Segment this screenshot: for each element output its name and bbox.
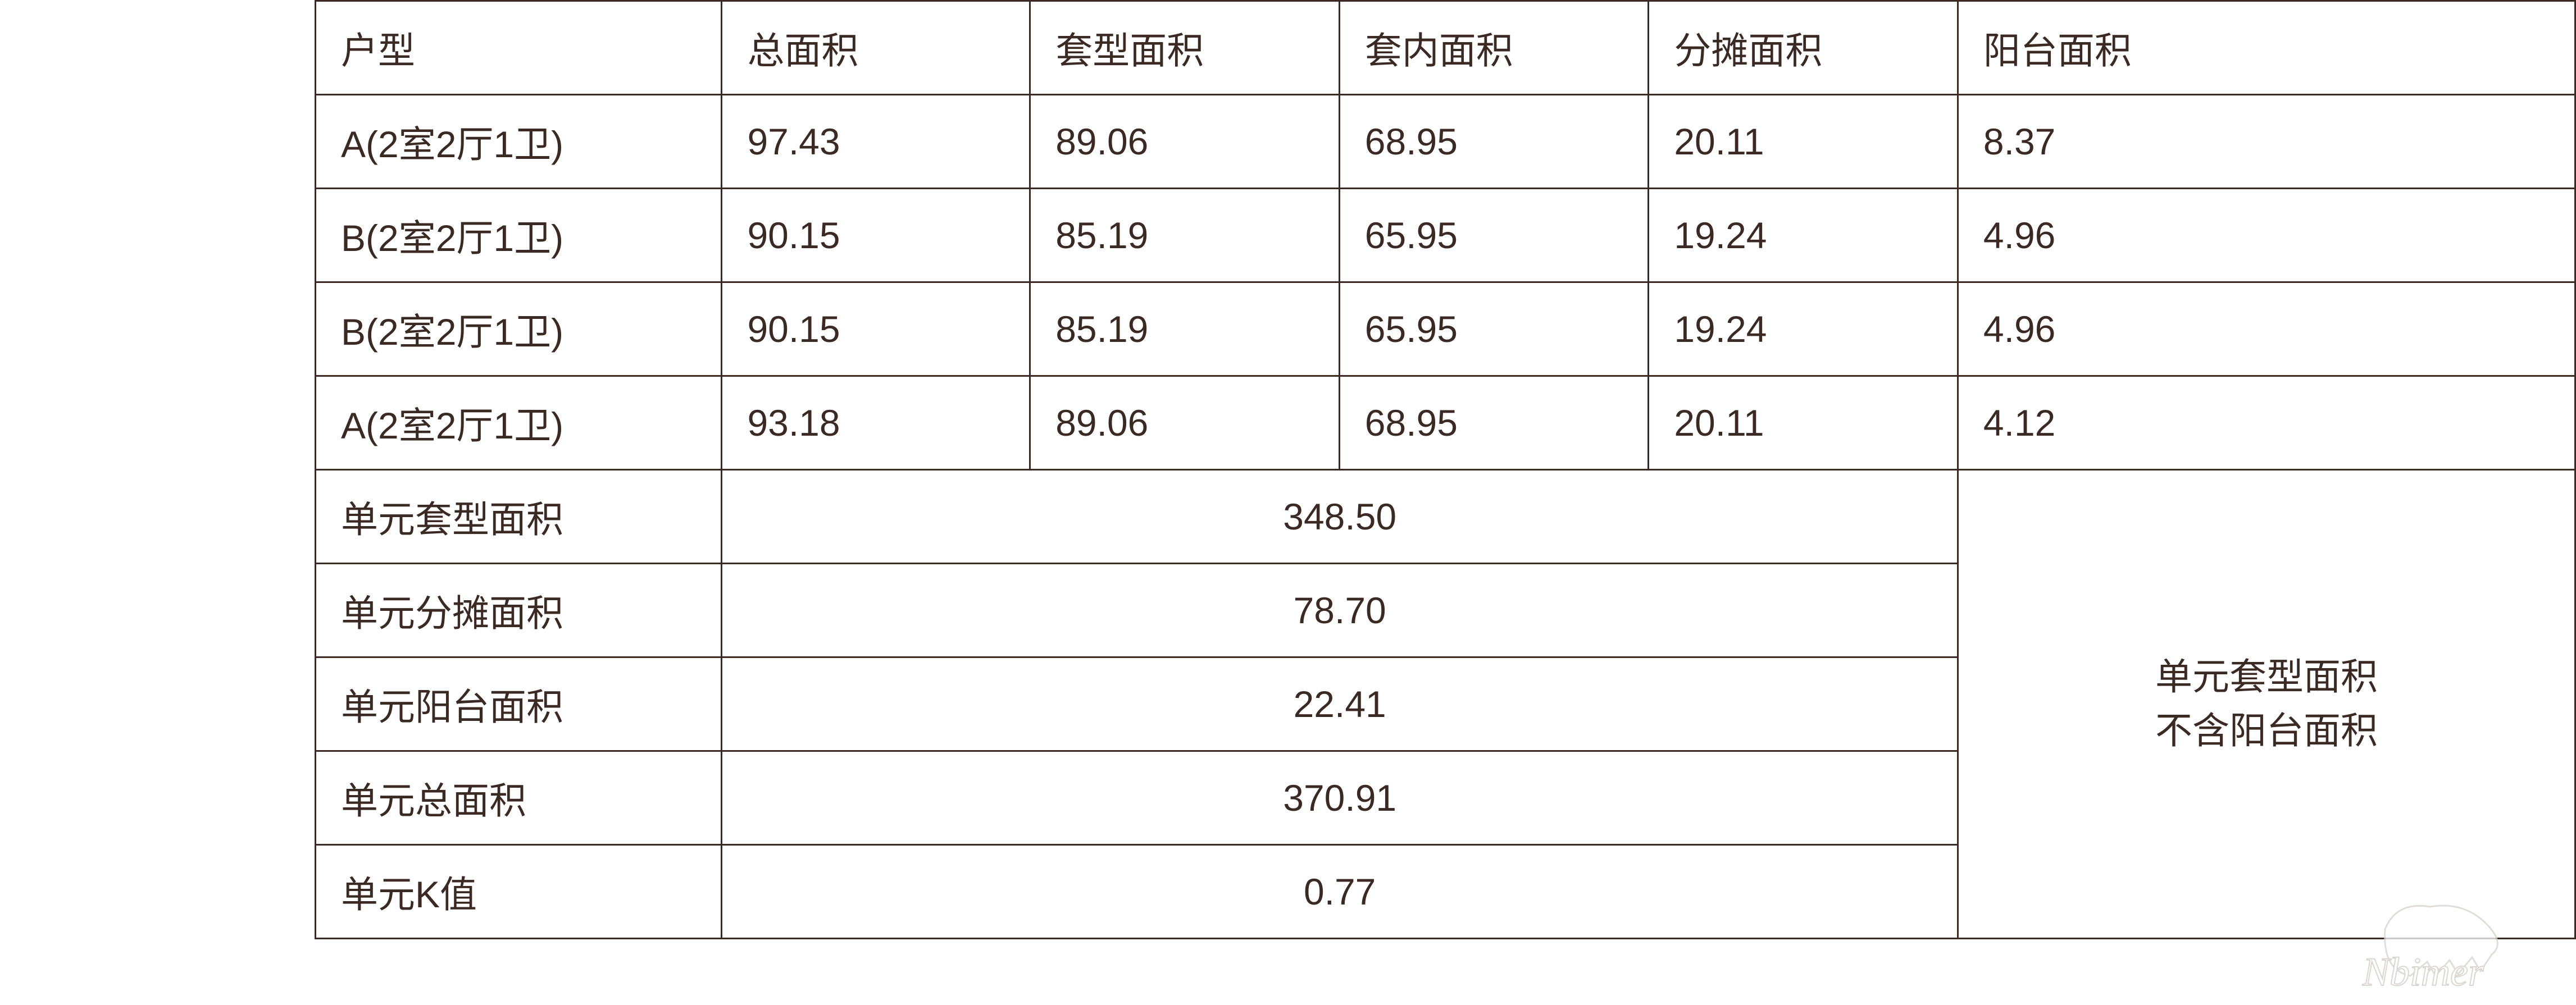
col-header-unit-type: 户型	[316, 1, 722, 95]
summary-label: 单元K值	[316, 845, 722, 939]
summary-value: 370.91	[722, 751, 1958, 845]
watermark-text: Nbimer	[2362, 949, 2484, 991]
col-header-suite-area: 套型面积	[1030, 1, 1340, 95]
cell-value: 65.95	[1339, 189, 1649, 282]
cell-value: 4.96	[1958, 282, 2575, 376]
cell-value: 90.15	[722, 189, 1030, 282]
cell-value: 19.24	[1649, 189, 1958, 282]
summary-note-line: 单元套型面积	[2155, 656, 2378, 697]
table-row: B(2室2厅1卫) 90.15 85.19 65.95 19.24 4.96	[316, 189, 2575, 282]
summary-value: 22.41	[722, 657, 1958, 751]
table-header-row: 户型 总面积 套型面积 套内面积 分摊面积 阳台面积	[316, 1, 2575, 95]
table-row: A(2室2厅1卫) 93.18 89.06 68.95 20.11 4.12	[316, 376, 2575, 470]
table-row: A(2室2厅1卫) 97.43 89.06 68.95 20.11 8.37	[316, 95, 2575, 189]
cell-value: 4.12	[1958, 376, 2575, 470]
cell-value: 97.43	[722, 95, 1030, 189]
cell-value: 65.95	[1339, 282, 1649, 376]
cell-value: 90.15	[722, 282, 1030, 376]
cell-value: 8.37	[1958, 95, 2575, 189]
cell-value: 19.24	[1649, 282, 1958, 376]
cell-value: 68.95	[1339, 376, 1649, 470]
summary-value: 0.77	[722, 845, 1958, 939]
area-table: 户型 总面积 套型面积 套内面积 分摊面积 阳台面积 A(2室2厅1卫) 97.…	[315, 0, 2576, 939]
summary-label: 单元分摊面积	[316, 564, 722, 657]
cell-value: 85.19	[1030, 189, 1340, 282]
cell-value: 89.06	[1030, 376, 1340, 470]
col-header-balcony-area: 阳台面积	[1958, 1, 2575, 95]
cell-value: 85.19	[1030, 282, 1340, 376]
summary-value: 348.50	[722, 470, 1958, 564]
table-row: B(2室2厅1卫) 90.15 85.19 65.95 19.24 4.96	[316, 282, 2575, 376]
summary-label: 单元套型面积	[316, 470, 722, 564]
col-header-inner-area: 套内面积	[1339, 1, 1649, 95]
cell-value: 20.11	[1649, 95, 1958, 189]
cell-unit-type: B(2室2厅1卫)	[316, 282, 722, 376]
page: 户型 总面积 套型面积 套内面积 分摊面积 阳台面积 A(2室2厅1卫) 97.…	[0, 0, 2576, 1005]
summary-label: 单元阳台面积	[316, 657, 722, 751]
col-header-total-area: 总面积	[722, 1, 1030, 95]
summary-value: 78.70	[722, 564, 1958, 657]
summary-note-line: 不含阳台面积	[2155, 710, 2378, 751]
summary-row: 单元套型面积 348.50 单元套型面积 不含阳台面积	[316, 470, 2575, 564]
summary-note: 单元套型面积 不含阳台面积	[1958, 470, 2575, 939]
cell-value: 93.18	[722, 376, 1030, 470]
cell-unit-type: A(2室2厅1卫)	[316, 95, 722, 189]
summary-label: 单元总面积	[316, 751, 722, 845]
cell-unit-type: B(2室2厅1卫)	[316, 189, 722, 282]
cell-unit-type: A(2室2厅1卫)	[316, 376, 722, 470]
cell-value: 20.11	[1649, 376, 1958, 470]
col-header-shared-area: 分摊面积	[1649, 1, 1958, 95]
cell-value: 68.95	[1339, 95, 1649, 189]
cell-value: 4.96	[1958, 189, 2575, 282]
cell-value: 89.06	[1030, 95, 1340, 189]
